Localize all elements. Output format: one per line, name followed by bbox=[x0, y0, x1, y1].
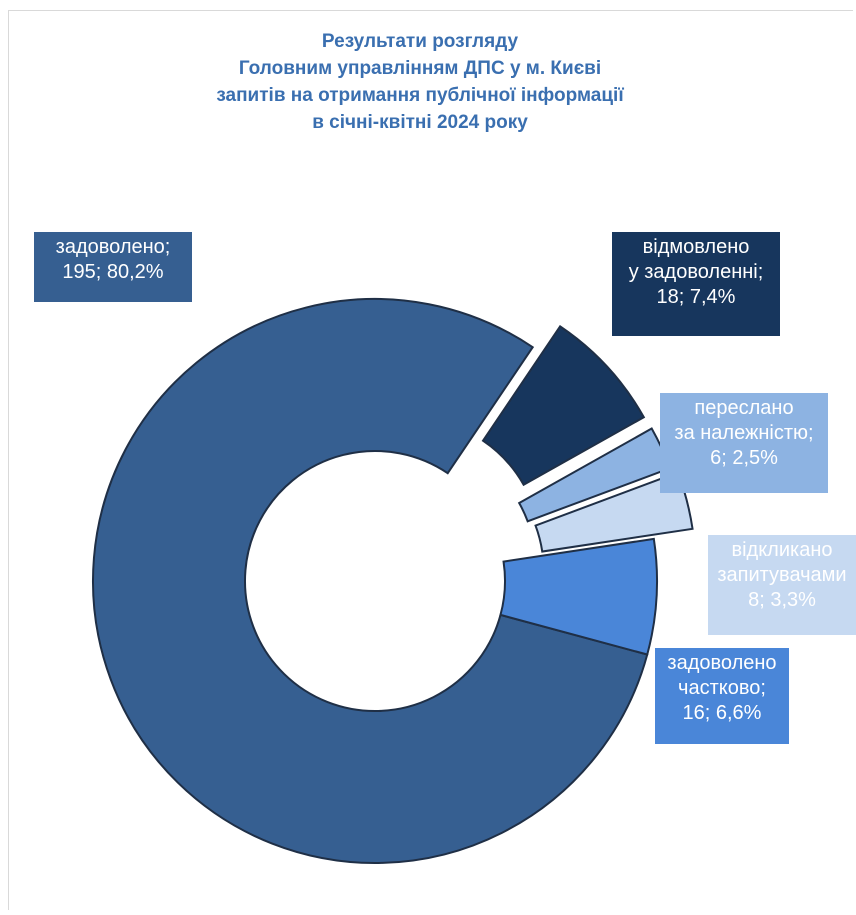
label-line: за належністю; bbox=[674, 422, 814, 444]
donut-slice-4 bbox=[499, 537, 658, 656]
donut-slice-0 bbox=[92, 298, 649, 864]
title-line-3: запитів на отримання публічної інформаці… bbox=[216, 85, 624, 106]
title-line-4: в січні-квітні 2024 року bbox=[312, 112, 528, 133]
slice-label-partially-satisfied: задоволено частково; 16; 6,6% bbox=[655, 648, 789, 744]
label-line: 6; 2,5% bbox=[710, 447, 778, 469]
label-line: задоволено; bbox=[55, 236, 171, 258]
label-line: відкликано bbox=[731, 539, 833, 561]
title-line-2: Головним управлінням ДПС у м. Києві bbox=[238, 58, 602, 79]
title-line-1: Результати розгляду bbox=[321, 31, 519, 52]
label-line: запитувачами bbox=[717, 564, 847, 586]
chart-title: Результати розгляду Головним управлінням… bbox=[130, 28, 710, 136]
label-line: 16; 6,6% bbox=[682, 702, 762, 724]
donut-slice-1 bbox=[481, 324, 646, 487]
label-line: частково; bbox=[678, 677, 766, 699]
label-line: 8; 3,3% bbox=[748, 589, 816, 611]
slice-label-satisfied: задоволено; 195; 80,2% bbox=[34, 232, 192, 302]
donut-slice-2 bbox=[517, 427, 672, 523]
slice-label-forwarded: переслано за належністю; 6; 2,5% bbox=[660, 393, 828, 493]
label-line: у задоволенні; bbox=[628, 261, 764, 283]
label-line: задоволено bbox=[667, 652, 777, 674]
label-line: відмовлено bbox=[642, 236, 750, 258]
label-line: 195; 80,2% bbox=[62, 261, 164, 283]
slice-label-refused: відмовлено у задоволенні; 18; 7,4% bbox=[612, 232, 780, 336]
slice-label-withdrawn: відкликано запитувачами 8; 3,3% bbox=[708, 535, 856, 635]
chart-frame bbox=[8, 10, 853, 910]
label-line: переслано bbox=[694, 397, 794, 419]
label-line: 18; 7,4% bbox=[656, 286, 736, 308]
